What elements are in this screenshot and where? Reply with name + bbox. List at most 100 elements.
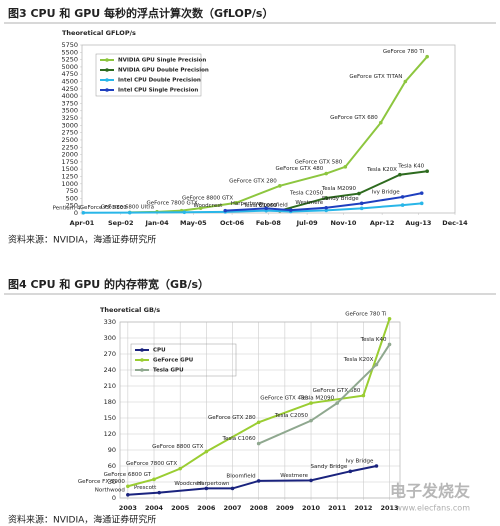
point-label: Pentium 4 <box>53 205 81 211</box>
data-point <box>234 200 238 205</box>
legend-label: Intel CPU Double Precision <box>118 78 201 84</box>
y-tick-label: 2500 <box>61 136 78 144</box>
data-point <box>81 210 86 215</box>
point-label: Harpertown <box>231 201 264 207</box>
y-tick-label: 1500 <box>61 165 78 173</box>
data-point <box>357 191 361 196</box>
data-point <box>400 195 405 199</box>
point-label: Prescott <box>134 485 157 491</box>
point-label: GeForce 8800 GTX <box>152 444 203 450</box>
x-tick-label: 2009 <box>276 504 295 512</box>
legend-label: GeForce GPU <box>153 358 193 364</box>
legend-label: Intel CPU Single Precision <box>118 88 198 94</box>
point-label: GeForce GTX 480 <box>260 396 308 402</box>
point-label: Bloomfield <box>258 203 287 209</box>
y-tick-label: 4250 <box>61 85 78 93</box>
data-point <box>204 449 209 454</box>
data-point <box>256 479 261 483</box>
point-label: Tesla C1060 <box>243 203 278 209</box>
point-label: Tesla K20X <box>343 357 374 363</box>
x-tick-label: 2006 <box>197 504 216 512</box>
series-line <box>83 202 422 214</box>
point-label: GeForce GTX 280 <box>229 178 277 184</box>
x-tick-label: Dec-14 <box>442 219 468 227</box>
legend-marker <box>140 348 144 352</box>
x-tick-label: Apr-01 <box>70 219 95 227</box>
x-tick-label: Jul-09 <box>296 219 318 227</box>
data-point <box>361 393 366 398</box>
data-point <box>324 171 329 176</box>
data-point <box>400 203 405 207</box>
data-point <box>152 477 156 482</box>
data-point <box>324 205 329 210</box>
point-label: GeForce 780 Ti <box>383 49 425 55</box>
legend-label: NVIDIA GPU Double Precision <box>118 68 209 74</box>
legend-label: CPU <box>153 348 166 354</box>
point-label: Northwood <box>95 487 125 493</box>
data-point <box>204 486 209 491</box>
data-point <box>256 420 261 425</box>
point-label: GeForce GTX 480 <box>275 166 323 172</box>
legend-marker <box>105 88 109 92</box>
point-label: Woodcrest <box>193 203 223 209</box>
data-point <box>256 441 261 446</box>
y-tick-label: 330 <box>104 318 116 326</box>
point-label: Tesla C2050 <box>274 413 309 419</box>
point-label: GeForce GTX TITAN <box>349 74 402 80</box>
y-axis-label: Theoretical GB/s <box>100 306 160 314</box>
x-tick-label: Feb-08 <box>256 219 281 227</box>
data-point <box>264 206 268 211</box>
data-point <box>324 196 329 200</box>
y-axis-label: Theoretical GFLOP/s <box>62 29 136 37</box>
point-label: GeForce FX 5800 <box>80 205 127 211</box>
point-label: Tesla C2050 <box>289 190 324 196</box>
point-label: Westmere <box>280 473 308 479</box>
data-point <box>126 484 130 489</box>
data-point <box>348 469 353 474</box>
data-point <box>182 210 187 215</box>
watermark-url: www.elecfans.com <box>396 504 471 513</box>
x-tick-label: 2007 <box>223 504 241 512</box>
data-point <box>425 54 429 59</box>
data-point <box>403 79 408 84</box>
data-point <box>127 210 132 215</box>
y-tick-label: 30 <box>108 478 116 486</box>
y-tick-label: 2750 <box>61 129 78 137</box>
x-tick-label: Apr-12 <box>370 219 395 227</box>
data-point <box>374 464 379 468</box>
watermark-text: 电子发烧友 <box>390 482 471 501</box>
data-point <box>387 317 392 321</box>
y-tick-label: 4000 <box>61 92 78 100</box>
y-tick-label: 4750 <box>61 70 78 78</box>
data-point <box>288 208 293 212</box>
y-tick-label: 1000 <box>61 180 78 188</box>
data-point <box>278 184 282 188</box>
point-label: Harpertown <box>197 481 230 487</box>
y-tick-label: 5000 <box>61 63 78 71</box>
figure-title: 图4 CPU 和 GPU 的内存带宽（GB/s） <box>8 277 209 291</box>
x-tick-label: 2008 <box>250 504 269 512</box>
y-tick-label: 5500 <box>61 48 78 56</box>
point-label: Westmere <box>295 200 323 206</box>
data-point <box>309 418 313 423</box>
data-point <box>419 191 424 195</box>
point-label: GeForce 6800 GT <box>104 472 152 478</box>
y-tick-label: 1750 <box>61 158 78 166</box>
data-point <box>398 172 402 177</box>
point-label: Tesla K40 <box>360 337 387 343</box>
y-tick-label: 270 <box>104 350 116 358</box>
y-tick-label: 0 <box>74 209 78 217</box>
y-tick-label: 5750 <box>61 41 78 49</box>
y-tick-label: 150 <box>104 414 116 422</box>
data-point <box>419 201 424 206</box>
point-label: GeForce 7800 GTX <box>126 461 177 467</box>
figure-title: 图3 CPU 和 GPU 每秒的浮点计算次数（GfLOP/s） <box>8 6 273 20</box>
y-tick-label: 210 <box>104 382 116 390</box>
data-point <box>359 201 364 206</box>
point-label: Ivy Bridge <box>372 189 400 195</box>
plot-frame <box>81 44 456 214</box>
x-tick-label: 2005 <box>171 504 190 512</box>
series-line <box>127 465 377 496</box>
